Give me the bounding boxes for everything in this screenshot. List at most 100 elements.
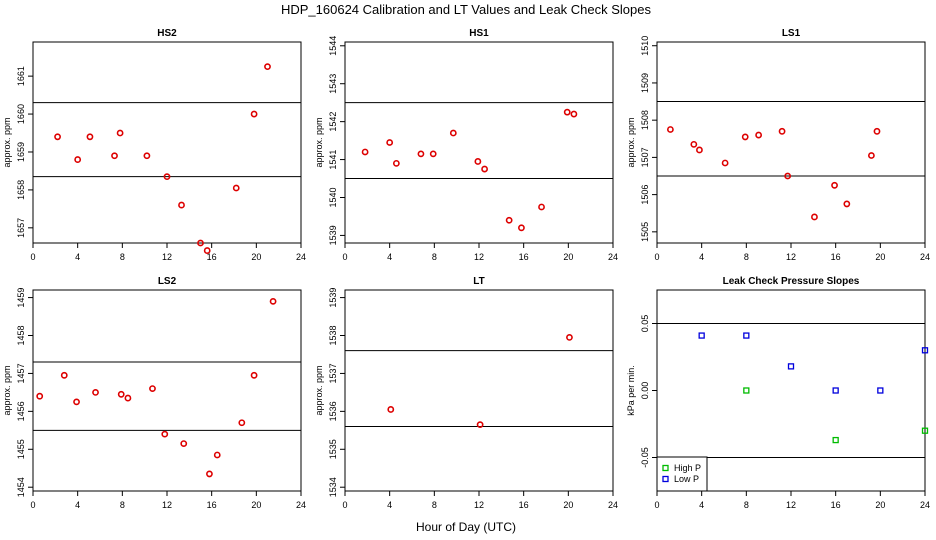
data-point bbox=[873, 127, 881, 135]
data-point bbox=[178, 201, 185, 209]
panel-3: LS1 0 4 8 12 16 20 24 1505 1506 1507 1508 1509 1510 ap… bbox=[626, 28, 930, 262]
y-tick-label: 1660 bbox=[16, 104, 26, 124]
plot-frame bbox=[32, 289, 302, 492]
panel-4: LS2 0 4 8 12 16 20 24 1454 1455 1456 1457 1458 1459 ap… bbox=[2, 276, 306, 510]
panel-title: LS1 bbox=[782, 28, 801, 39]
data-point bbox=[232, 184, 240, 192]
data-point bbox=[386, 139, 394, 146]
data-point bbox=[698, 332, 705, 339]
y-tick-label: 1661 bbox=[16, 66, 26, 86]
data-point bbox=[124, 394, 132, 402]
y-tick-label: 1539 bbox=[328, 225, 338, 245]
x-tick-label: 16 bbox=[831, 500, 841, 510]
x-tick-label: 4 bbox=[699, 252, 704, 262]
panel-title: LS2 bbox=[158, 276, 177, 287]
x-tick-label: 8 bbox=[432, 252, 437, 262]
y-tick-label: 1455 bbox=[16, 439, 26, 459]
x-tick-label: 8 bbox=[744, 500, 749, 510]
x-tick-label: 8 bbox=[744, 252, 749, 262]
y-tick-label: 1454 bbox=[16, 477, 26, 497]
y-axis-label: approx. ppm bbox=[626, 117, 636, 167]
x-tick-label: 0 bbox=[654, 500, 659, 510]
data-point bbox=[831, 181, 838, 189]
y-axis-label: approx. ppm bbox=[2, 365, 12, 415]
x-tick-label: 20 bbox=[875, 252, 885, 262]
x-tick-label: 24 bbox=[608, 500, 618, 510]
data-point bbox=[180, 440, 188, 447]
y-tick-label: 1544 bbox=[328, 36, 338, 56]
y-tick-label: 1536 bbox=[328, 401, 338, 421]
y-tick-label: 1541 bbox=[328, 150, 338, 170]
data-point bbox=[784, 172, 792, 180]
data-point bbox=[563, 108, 571, 116]
data-point bbox=[696, 146, 703, 154]
y-tick-label: 1509 bbox=[640, 73, 650, 93]
data-point bbox=[197, 239, 204, 247]
data-point bbox=[250, 371, 258, 379]
data-point bbox=[743, 332, 750, 339]
data-point bbox=[92, 388, 99, 396]
y-tick-label: 1456 bbox=[16, 401, 26, 421]
data-point bbox=[832, 387, 839, 394]
data-point bbox=[149, 385, 156, 393]
x-tick-label: 24 bbox=[920, 500, 930, 510]
x-tick-label: 12 bbox=[162, 252, 172, 262]
y-tick-label: 1657 bbox=[16, 218, 26, 238]
panels: HS2 0 4 8 12 16 20 24 1657 1658 1659 1660 1661 approx… bbox=[2, 28, 930, 510]
x-tick-label: 8 bbox=[432, 500, 437, 510]
y-axis-label: approx. ppm bbox=[314, 117, 324, 167]
data-point bbox=[921, 347, 929, 354]
y-tick-label: 1658 bbox=[16, 180, 26, 200]
x-tick-label: 12 bbox=[474, 252, 484, 262]
data-point bbox=[361, 148, 369, 156]
legend-marker bbox=[662, 464, 669, 472]
data-point bbox=[117, 390, 125, 398]
x-tick-label: 4 bbox=[387, 500, 392, 510]
data-point bbox=[238, 419, 246, 427]
x-tick-label: 20 bbox=[563, 500, 573, 510]
x-tick-label: 0 bbox=[342, 252, 347, 262]
data-point bbox=[111, 152, 118, 160]
legend-box bbox=[656, 456, 708, 492]
y-tick-label: 1659 bbox=[16, 142, 26, 162]
panel-title: HS2 bbox=[157, 28, 177, 39]
data-point bbox=[73, 398, 80, 406]
x-tick-label: 8 bbox=[120, 252, 125, 262]
data-point bbox=[743, 387, 750, 394]
data-point bbox=[755, 131, 763, 139]
x-axis-label: Hour of Day (UTC) bbox=[416, 520, 516, 534]
x-tick-label: 24 bbox=[608, 252, 618, 262]
x-tick-label: 24 bbox=[296, 252, 306, 262]
data-point bbox=[787, 363, 795, 370]
y-tick-label: 1540 bbox=[328, 187, 338, 207]
data-point bbox=[667, 126, 674, 133]
data-point bbox=[392, 159, 400, 167]
data-point bbox=[868, 152, 875, 159]
data-point bbox=[843, 200, 851, 208]
y-tick-label: 0.00 bbox=[640, 382, 650, 400]
y-tick-label: 1538 bbox=[328, 325, 338, 345]
legend-marker bbox=[662, 475, 669, 483]
plot-frame bbox=[344, 41, 614, 244]
y-tick-label: 1459 bbox=[16, 288, 26, 308]
data-point bbox=[518, 224, 525, 232]
x-tick-label: 16 bbox=[207, 252, 217, 262]
x-tick-label: 16 bbox=[519, 252, 529, 262]
data-point bbox=[60, 371, 68, 379]
data-point bbox=[481, 165, 488, 173]
y-tick-label: 1543 bbox=[328, 74, 338, 94]
x-tick-label: 20 bbox=[251, 252, 261, 262]
data-point bbox=[877, 387, 884, 394]
plot-frame bbox=[344, 289, 614, 492]
x-tick-label: 16 bbox=[207, 500, 217, 510]
y-tick-label: 1539 bbox=[328, 288, 338, 308]
plot-frame bbox=[32, 41, 302, 244]
legend-label: High P bbox=[674, 463, 701, 473]
panel-title: Leak Check Pressure Slopes bbox=[723, 276, 860, 287]
x-tick-label: 0 bbox=[30, 252, 35, 262]
data-point bbox=[505, 216, 513, 224]
data-point bbox=[203, 247, 211, 254]
data-point bbox=[476, 421, 484, 429]
y-tick-label: 1457 bbox=[16, 363, 26, 383]
